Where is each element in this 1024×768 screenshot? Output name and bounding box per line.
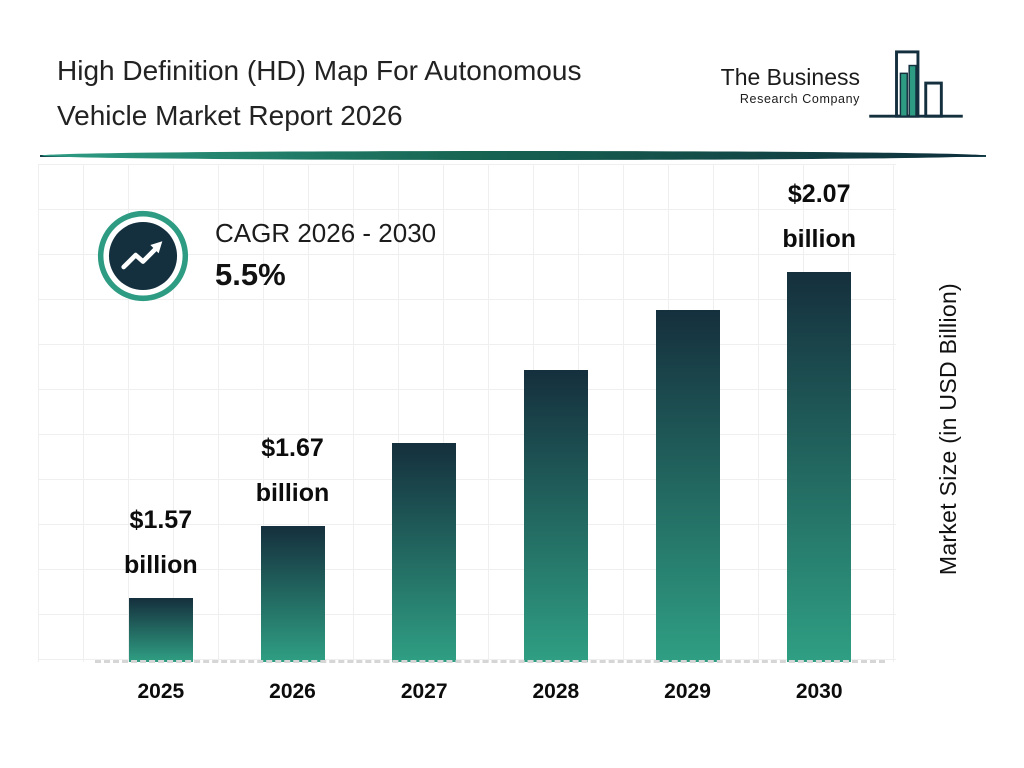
x-axis-label: 2030 xyxy=(795,680,843,703)
bar-column xyxy=(358,162,490,662)
bar-column xyxy=(490,162,622,662)
bar-column: $1.57 billion xyxy=(95,162,227,662)
cagr-text: CAGR 2026 - 2030 5.5% xyxy=(215,210,436,293)
x-axis-label: 2027 xyxy=(400,680,448,703)
bar xyxy=(655,310,720,662)
x-axis-label: 2029 xyxy=(664,680,711,703)
divider-lens-shape xyxy=(42,151,984,160)
bar-chart-logo-icon xyxy=(869,50,963,118)
bar xyxy=(260,526,325,662)
growth-trend-icon xyxy=(97,210,189,302)
bar xyxy=(128,598,193,662)
bar xyxy=(523,370,588,662)
bar-column: $2.07 billion xyxy=(753,162,885,662)
x-axis-label: 2028 xyxy=(532,680,580,703)
bars-area: $1.57 billion $1.67 billion $2.07 billion xyxy=(95,162,885,662)
header-divider xyxy=(40,150,986,162)
x-axis-label: 2026 xyxy=(269,680,316,703)
bar-value-label: $1.57 billion xyxy=(124,506,198,579)
logo-text-secondary: Research Company xyxy=(739,91,860,106)
cagr-value: 5.5% xyxy=(215,257,286,292)
bar-value-label: $1.67 billion xyxy=(255,434,330,507)
x-axis-labels: 2025 2026 2027 2028 2029 2030 xyxy=(95,680,885,704)
bar-column: $1.67 billion xyxy=(227,162,359,662)
page-title-line2: Vehicle Market Report 2026 xyxy=(57,100,403,131)
page-title-line1: High Definition (HD) Map For Autonomous xyxy=(57,55,582,86)
cagr-badge: CAGR 2026 - 2030 5.5% xyxy=(97,210,436,302)
bar-column xyxy=(622,162,754,662)
company-logo-text: The Business Research Company xyxy=(721,65,860,106)
cagr-label: CAGR 2026 - 2030 xyxy=(215,218,437,248)
y-axis-title: Market Size (in USD Billion) xyxy=(935,283,961,576)
x-axis-label: 2025 xyxy=(137,680,185,703)
x-axis-line xyxy=(95,660,885,663)
page-title: High Definition (HD) Map For Autonomous … xyxy=(57,48,737,138)
bar xyxy=(392,443,457,662)
bar-value-label: $2.07 billion xyxy=(782,180,856,253)
company-logo: The Business Research Company xyxy=(721,48,966,124)
logo-text-primary: The Business xyxy=(720,64,860,91)
bar xyxy=(787,272,852,662)
